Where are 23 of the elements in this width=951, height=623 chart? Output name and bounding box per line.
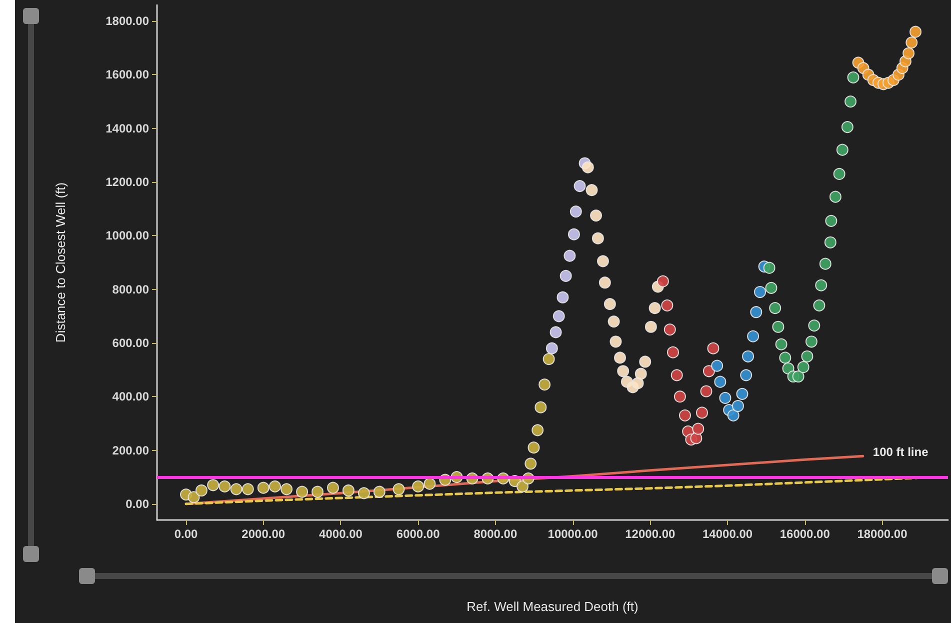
y-tick-label: 200.00	[112, 443, 150, 458]
x-tick-label: 10000.00	[548, 527, 598, 541]
y-tick-label: 800.00	[112, 282, 150, 296]
y-tick-label: 1000.00	[106, 228, 150, 243]
y-tick-label: 1800.00	[106, 14, 150, 28]
x-tick-label: 0.00	[174, 527, 198, 541]
x-tick-label: 8000.00	[474, 527, 518, 541]
x-axis-title: Ref. Well Measured Deoth (ft)	[466, 599, 638, 614]
y-tick-label: 600.00	[112, 336, 150, 350]
y-axis-title: Distance to Closest Well (ft)	[53, 182, 68, 343]
x-tick-label: 4000.00	[319, 527, 363, 541]
x-tick-label: 14000.00	[702, 527, 753, 541]
y-tick-label: 0.00	[126, 496, 150, 511]
y-tick-label: 1200.00	[106, 175, 150, 190]
x-tick-label: 6000.00	[396, 527, 440, 541]
y-tick-label: 1600.00	[106, 68, 150, 82]
x-tick-label: 16000.00	[780, 527, 830, 541]
series-label: 100 ft line	[872, 445, 929, 460]
y-tick-label: 1400.00	[106, 121, 150, 136]
x-tick-label: 18000.00	[857, 527, 908, 541]
x-tick-label: 12000.00	[625, 527, 676, 541]
y-tick-label: 400.00	[112, 390, 150, 404]
x-tick-label: 2000.00	[242, 527, 286, 541]
